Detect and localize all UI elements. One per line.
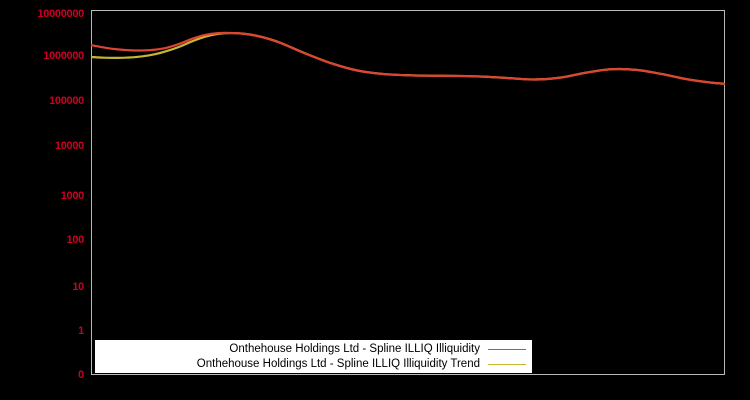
y-tick-label: 1000 — [60, 190, 85, 202]
plot-area-frame — [91, 10, 725, 375]
y-tick-label: 1 — [78, 325, 84, 337]
y-tick-label: 10 — [72, 281, 84, 293]
legend-item-label: Onthehouse Holdings Ltd - Spline ILLIQ I… — [229, 343, 480, 355]
legend-color-swatch-icon — [488, 348, 526, 350]
y-tick-label: 100000 — [49, 95, 84, 107]
series-line-illiquidity — [91, 31, 725, 85]
legend-color-swatch-icon — [488, 363, 526, 365]
y-axis-tick-labels: 10000000 1000000 100000 10000 1000 100 1… — [0, 0, 84, 400]
y-tick-label: 100 — [66, 234, 85, 246]
chart-legend: Onthehouse Holdings Ltd - Spline ILLIQ I… — [95, 340, 532, 373]
y-tick-label: 1000000 — [43, 50, 84, 62]
legend-item: Onthehouse Holdings Ltd - Spline ILLIQ I… — [95, 342, 532, 357]
legend-item-label: Onthehouse Holdings Ltd - Spline ILLIQ I… — [196, 358, 480, 370]
plot-lines — [91, 31, 725, 85]
y-tick-label: 10000000 — [37, 8, 84, 20]
y-tick-label: 10000 — [54, 140, 84, 152]
y-tick-label: 0 — [78, 369, 84, 381]
legend-item: Onthehouse Holdings Ltd - Spline ILLIQ I… — [95, 357, 532, 372]
